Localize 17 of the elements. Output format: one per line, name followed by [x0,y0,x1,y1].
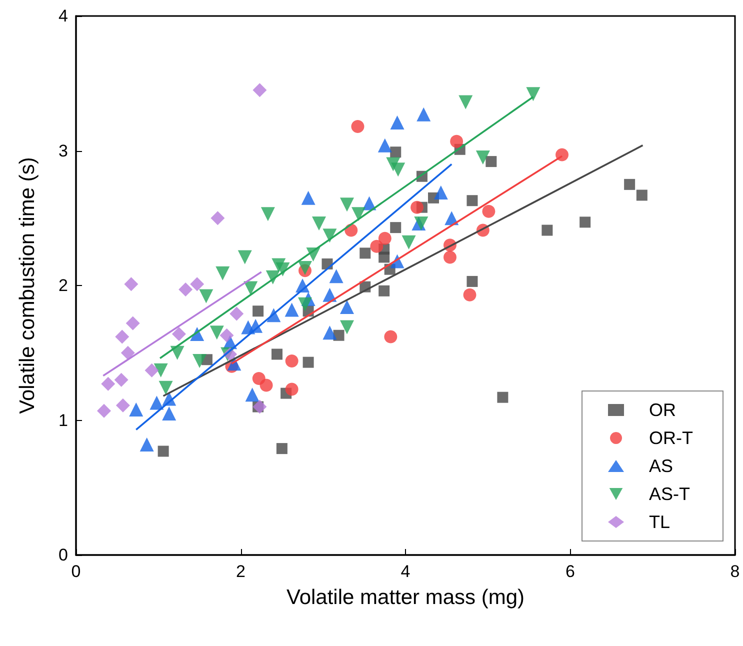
x-tick-label: 2 [236,562,246,581]
x-axis-title: Volatile matter mass (mg) [286,586,525,609]
legend-label: AS-T [649,484,690,504]
legend-label: OR [649,400,676,420]
y-tick-label: 3 [58,141,68,160]
y-tick-label: 2 [58,276,68,295]
legend-label: OR-T [649,428,694,448]
legend-label: TL [649,512,670,532]
x-tick-label: 8 [730,562,740,581]
y-tick-label: 1 [58,410,68,430]
y-tick-label: 4 [58,6,68,26]
legend-label: AS [649,456,674,476]
x-tick-label: 6 [566,562,575,581]
y-axis-title: Volatile combustion time (s) [16,157,39,414]
x-tick-label: 4 [400,562,410,581]
x-tick-label: 0 [71,562,81,581]
y-tick-label: 0 [58,546,68,564]
